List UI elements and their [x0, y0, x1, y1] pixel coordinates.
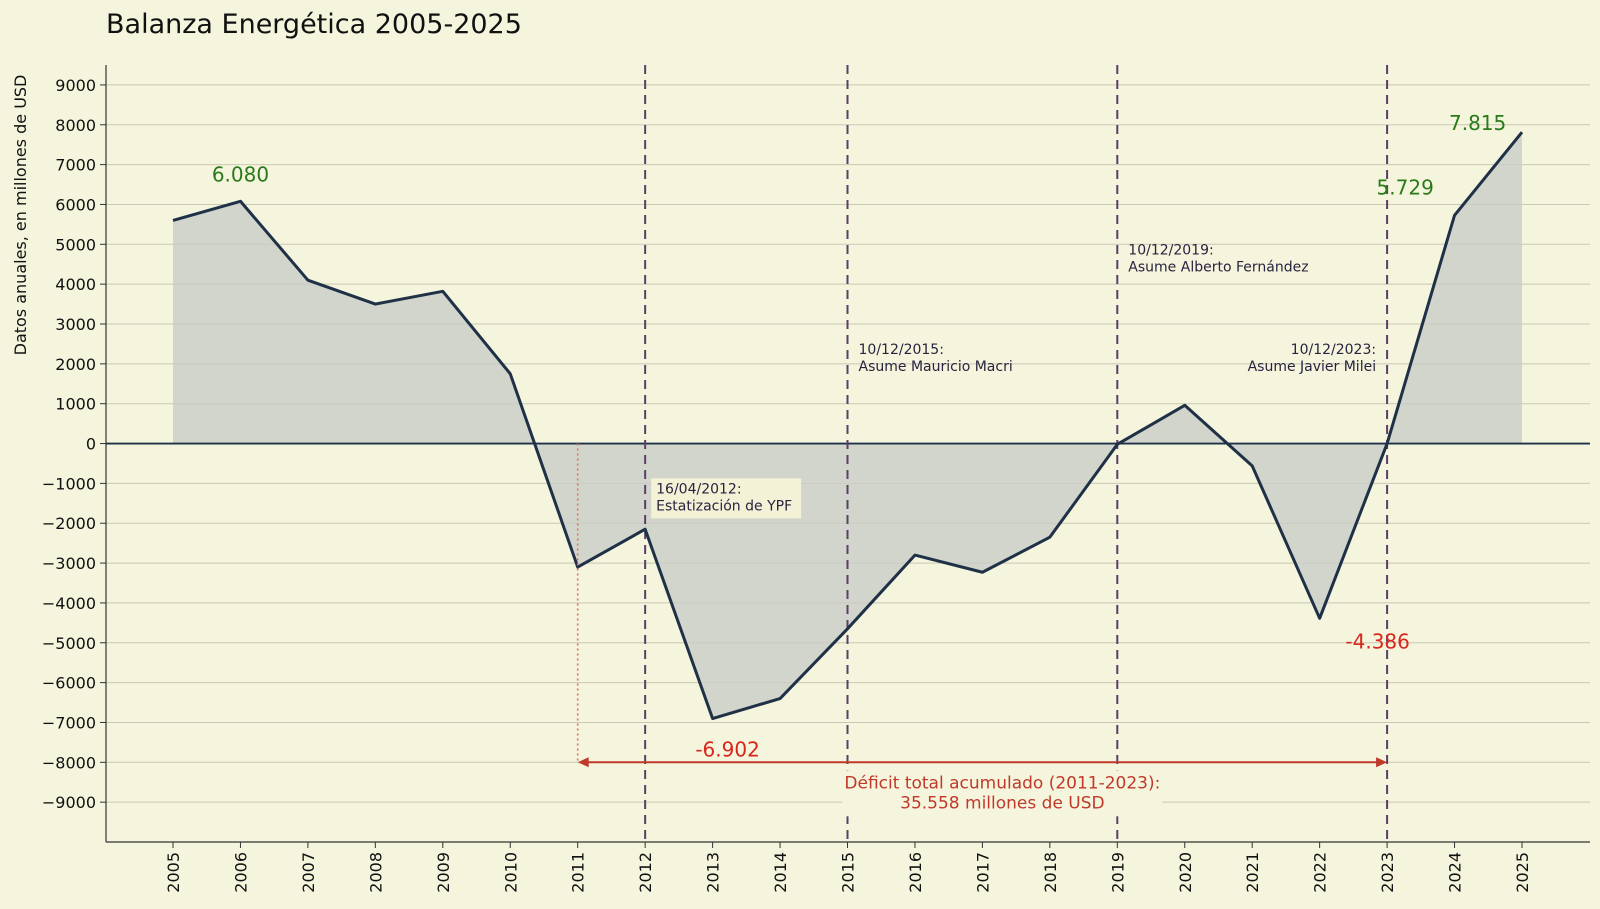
event-date-2015: 10/12/2015: [859, 342, 944, 358]
y-ticks: 9000 8000 7000 6000 5000 4000 3000 2000 1000 0 −10… [42, 76, 106, 812]
event-text-2019: Asume Alberto Fernández [1128, 259, 1308, 275]
x-tick-label-2011: 2011 [569, 852, 588, 893]
y-tick-label-16: −7000 [42, 713, 96, 732]
x-tick-label-2025: 2025 [1513, 852, 1532, 893]
value-label-2022: -4.386 [1345, 629, 1409, 653]
x-tick-label-2016: 2016 [906, 852, 925, 893]
series-line [172, 131, 1524, 721]
y-axis-label: Datos anuales, en millones de USD [11, 75, 30, 356]
event-label-box-2012 [651, 478, 802, 519]
x-tick-label-2020: 2020 [1176, 852, 1195, 893]
x-tick-label-2009: 2009 [434, 852, 453, 893]
deficit-arrow-head-left [577, 757, 589, 768]
deficit-annotation: Déficit total acumulado (2011-2023):35.5… [576, 443, 1388, 817]
x-tick-label-2019: 2019 [1108, 852, 1127, 893]
x-tick-label-2021: 2021 [1243, 852, 1262, 893]
y-tick-label-13: −4000 [42, 594, 96, 613]
event-text-2015: Asume Mauricio Macri [859, 359, 1013, 375]
y-tick-label-7: 2000 [55, 355, 96, 374]
event-text-2023: Asume Javier Milei [1248, 359, 1377, 375]
series-layer [172, 131, 1524, 721]
x-tick-label-2024: 2024 [1446, 852, 1465, 893]
event-date-2023: 10/12/2023: [1291, 342, 1376, 358]
x-tick-label-2023: 2023 [1378, 852, 1397, 893]
value-labels: 6.080 -6.902 -4.386 5.729 7.815 [212, 111, 1506, 761]
y-tick-label-12: −3000 [42, 554, 96, 573]
event-text-2012: Estatización de YPF [656, 498, 792, 514]
x-tick-label-2015: 2015 [839, 852, 858, 893]
y-tick-label-1: 8000 [55, 116, 96, 135]
y-tick-label-5: 4000 [55, 275, 96, 294]
x-tick-label-2006: 2006 [231, 852, 250, 893]
y-tick-label-15: −6000 [42, 674, 96, 693]
x-tick-label-2018: 2018 [1041, 852, 1060, 893]
value-label-2024: 5.729 [1377, 175, 1434, 199]
y-tick-label-11: −2000 [42, 514, 96, 533]
x-tick-label-2007: 2007 [299, 852, 318, 893]
value-label-2013: -6.902 [695, 738, 759, 762]
y-tick-label-9: 0 [86, 435, 96, 454]
x-tick-label-2022: 2022 [1311, 852, 1330, 893]
x-tick-label-2010: 2010 [501, 852, 520, 893]
area-fill [173, 132, 1522, 719]
value-label-2006: 6.080 [212, 162, 269, 186]
x-ticks: 2005 2006 2007 2008 2009 2010 2011 2012 2013 2014… [164, 842, 1532, 893]
x-tick-label-2013: 2013 [704, 852, 723, 893]
deficit-title: Déficit total acumulado (2011-2023): [844, 773, 1160, 793]
y-tick-label-10: −1000 [42, 474, 96, 493]
y-tick-label-3: 6000 [55, 195, 96, 214]
x-tick-label-2008: 2008 [366, 852, 385, 893]
event-markers: 16/04/2012:Estatización de YPF 10/12/2015… [644, 65, 1389, 842]
deficit-text-box [842, 770, 1163, 817]
x-tick-label-2017: 2017 [973, 852, 992, 893]
y-tick-label-8: 1000 [55, 395, 96, 414]
y-tick-label-6: 3000 [55, 315, 96, 334]
x-tick-label-2012: 2012 [636, 852, 655, 893]
area-layer [173, 132, 1522, 719]
event-date-2019: 10/12/2019: [1128, 242, 1213, 258]
y-tick-label-14: −5000 [42, 634, 96, 653]
x-tick-label-2005: 2005 [164, 852, 183, 893]
y-tick-label-17: −8000 [42, 753, 96, 772]
deficit-amount: 35.558 millones de USD [900, 793, 1105, 813]
chart-title: Balanza Energética 2005-2025 [106, 9, 522, 40]
y-tick-label-18: −9000 [42, 793, 96, 812]
y-tick-label-0: 9000 [55, 76, 96, 95]
x-tick-label-2014: 2014 [771, 852, 790, 893]
y-tick-label-4: 5000 [55, 235, 96, 254]
event-date-2012: 16/04/2012: [656, 481, 741, 497]
value-label-2025: 7.815 [1449, 111, 1506, 135]
deficit-arrow-head-right [1376, 757, 1388, 768]
y-tick-label-2: 7000 [55, 156, 96, 175]
